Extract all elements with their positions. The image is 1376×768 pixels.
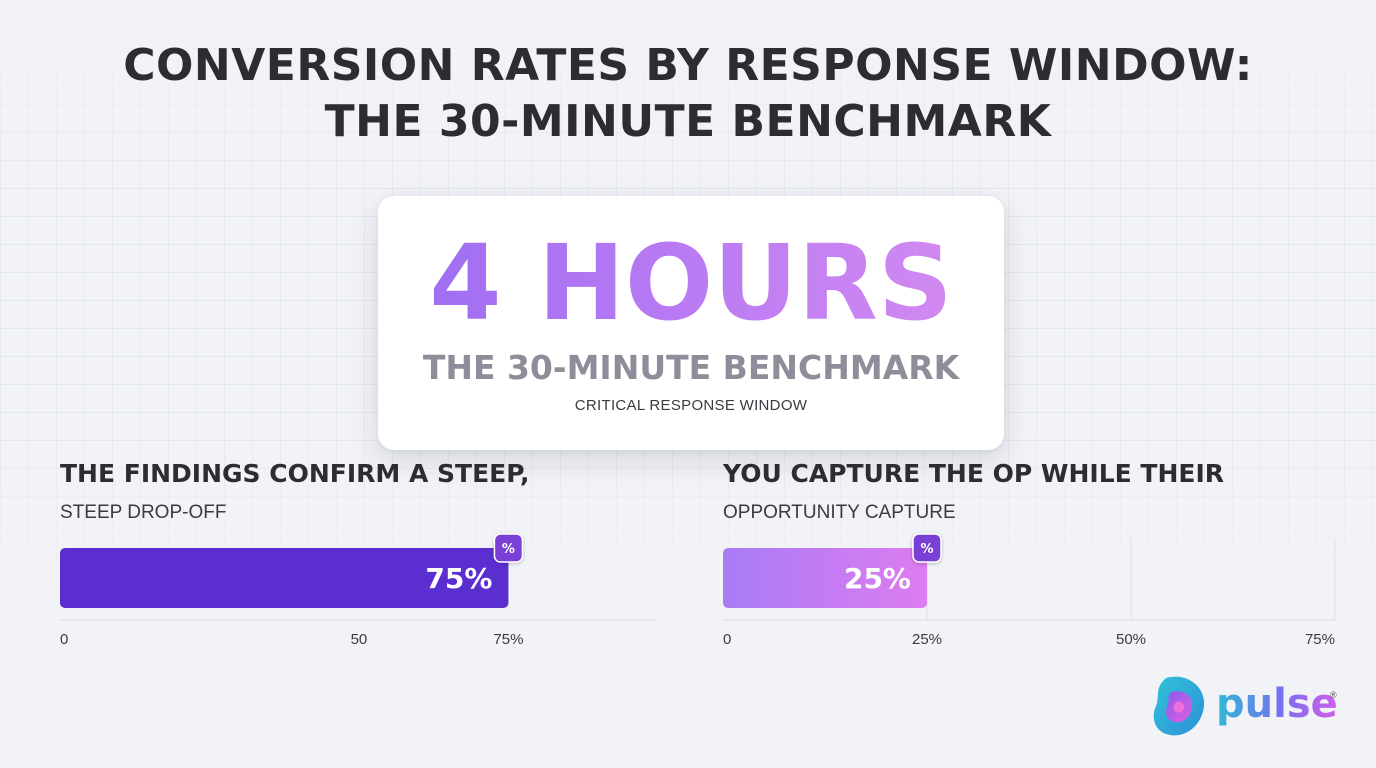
tick-label-1-1: 25%: [912, 631, 942, 648]
percent-badge-text-1: %: [920, 542, 933, 557]
tick-label-1-2: 50%: [1116, 631, 1146, 648]
hero-caption: CRITICAL RESPONSE WINDOW: [574, 397, 808, 414]
tick-label-0-2: 75%: [493, 631, 523, 648]
bar-1: [723, 548, 927, 608]
hero-card: 4 HOURS THE 30-MINUTE BENCHMARK CRITICAL…: [378, 196, 1004, 450]
charts-svg: 75%% 0 50 75% 25%% 0 25% 50% 75%: [60, 533, 1336, 648]
registered-mark: ®: [1330, 690, 1337, 700]
left-chart-subtitle: STEEP DROP-OFF: [60, 502, 227, 523]
hero-value: 4 HOURS: [378, 218, 1004, 348]
percent-badge-0: [493, 533, 524, 563]
tick-label-1-0: 0: [723, 631, 731, 648]
pulse-logo: pulse ®: [1152, 672, 1342, 742]
bar-value-label-1: 25%: [844, 562, 911, 595]
title-line-2: THE 30-MINUTE BENCHMARK: [324, 96, 1052, 147]
right-chart-subtitle: OPPORTUNITY CAPTURE: [723, 502, 956, 523]
percent-badge-1: [912, 533, 942, 563]
title-line-1: CONVERSION RATES BY RESPONSE WINDOW:: [123, 40, 1253, 91]
bar-value-label-0: 75%: [425, 562, 492, 595]
left-chart-title: THE FINDINGS CONFIRM A STEEP,: [60, 459, 530, 488]
right-chart-title: YOU CAPTURE THE OP WHILE THEIR: [723, 459, 1225, 488]
bar-0: [60, 548, 509, 608]
pulse-logo-text: pulse: [1216, 678, 1338, 730]
chart-layer: 75%% 0 50 75% 25%% 0 25% 50% 75%: [60, 533, 1336, 648]
page-title: CONVERSION RATES BY RESPONSE WINDOW: THE…: [0, 38, 1376, 150]
pulse-logo-icon: [1153, 676, 1205, 736]
percent-badge-text-0: %: [502, 542, 515, 557]
tick-label-0-1: 50: [351, 631, 368, 648]
tick-label-1-3: 75%: [1305, 631, 1335, 648]
tick-label-0-0: 0: [60, 631, 68, 648]
hero-subtitle: THE 30-MINUTE BENCHMARK: [422, 348, 960, 387]
